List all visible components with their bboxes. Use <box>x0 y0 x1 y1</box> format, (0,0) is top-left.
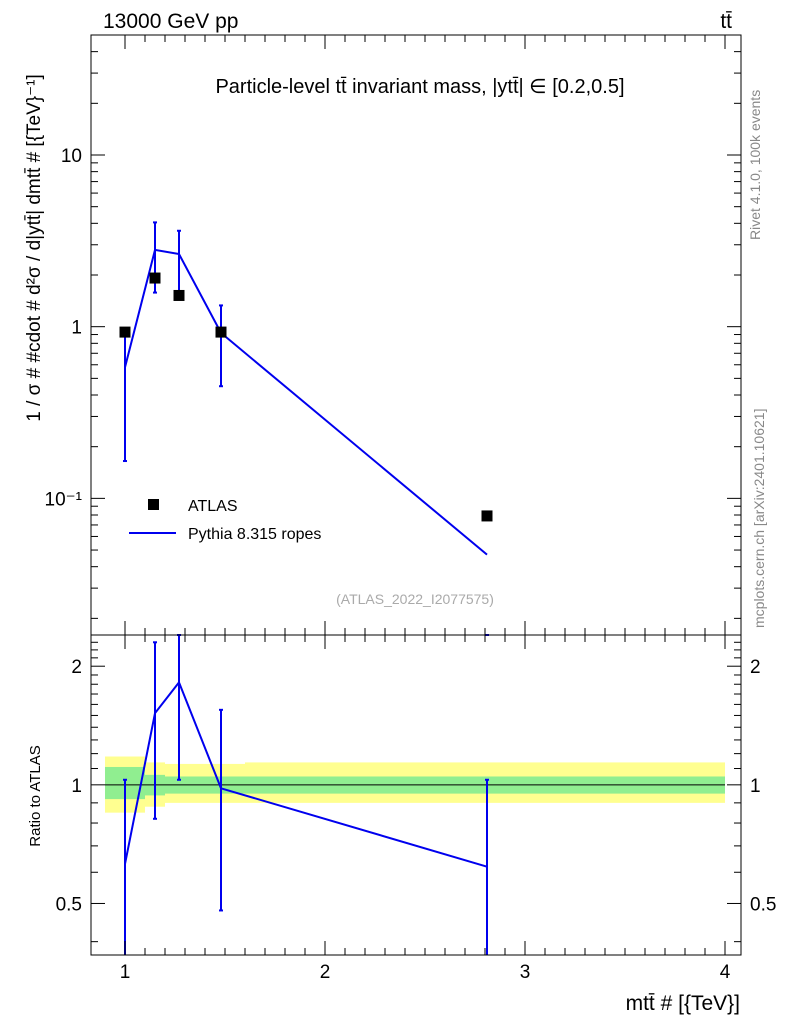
atlas-data-point <box>173 289 185 301</box>
plot-title: Particle-level tt̄ invariant mass, |ytt̄… <box>215 76 624 98</box>
x-tick-label: 3 <box>520 962 531 983</box>
x-tick-label: 1 <box>120 962 131 983</box>
ratio-tick-label-left: 2 <box>71 657 82 678</box>
ratio-tick-label-right: 0.5 <box>750 894 776 915</box>
atlas-data-point <box>119 326 131 338</box>
y-tick-label: 10⁻¹ <box>45 489 83 510</box>
energy-label: 13000 GeV pp <box>103 10 238 33</box>
main-panel-frame <box>90 34 742 636</box>
rivet-version-label: Rivet 4.1.0, 100k events <box>747 90 763 240</box>
y-axis-label: 1 / σ # #cdot # d²σ / d|ytt̄| dmtt̄ # [{… <box>24 74 45 422</box>
y-tick-label: 10 <box>61 146 82 167</box>
ratio-tick-label-left: 0.5 <box>56 894 82 915</box>
legend-label-mc: Pythia 8.315 ropes <box>188 526 321 543</box>
x-tick-label: 2 <box>320 962 331 983</box>
x-tick-label: 4 <box>720 962 731 983</box>
legend-marker-atlas <box>148 499 159 510</box>
atlas-data-point <box>149 272 161 284</box>
ratio-axis-label: Ratio to ATLAS <box>27 745 44 846</box>
mcplots-label: mcplots.cern.ch [arXiv:2401.10621] <box>751 409 767 628</box>
y-tick-label: 1 <box>71 318 82 339</box>
atlas-data-point <box>481 510 493 522</box>
ratio-panel-frame <box>90 634 742 956</box>
ratio-tick-label-right: 2 <box>750 657 761 678</box>
x-axis-label: mtt̄ # [{TeV}] <box>626 992 740 1015</box>
analysis-watermark: (ATLAS_2022_I2077575) <box>336 591 494 607</box>
atlas-data-point <box>215 326 227 338</box>
ratio-tick-label-left: 1 <box>71 776 82 797</box>
ratio-tick-label-right: 1 <box>750 776 761 797</box>
legend-label-atlas: ATLAS <box>188 498 238 515</box>
process-label: tt̄ <box>720 10 732 33</box>
legend: ATLAS Pythia 8.315 ropes <box>129 498 321 543</box>
